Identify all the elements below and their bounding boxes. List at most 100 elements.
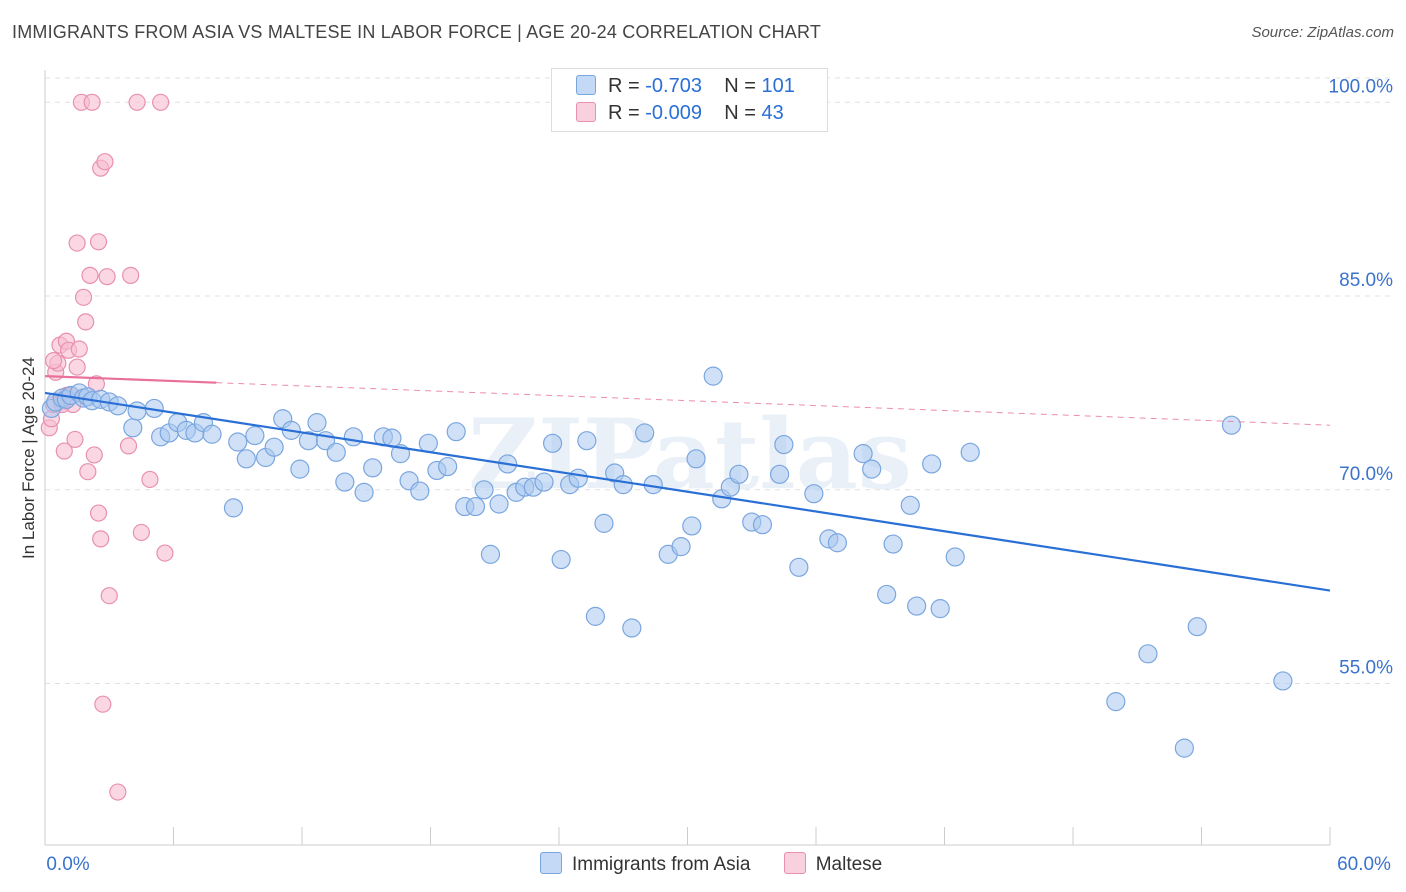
correlation-legend: R = -0.703 N = 101 R = -0.009 N = 43: [551, 68, 828, 132]
asia-point: [326, 442, 346, 462]
asia-point: [945, 547, 965, 567]
chart-title: IMMIGRANTS FROM ASIA VS MALTESE IN LABOR…: [12, 22, 822, 42]
maltese-point: [128, 93, 146, 111]
maltese-point: [109, 783, 127, 801]
legend-n-label: N =: [724, 75, 756, 97]
asia-point: [534, 472, 554, 492]
asia-point: [245, 425, 265, 446]
asia-point: [335, 472, 355, 492]
legend-row-maltese: R = -0.009 N = 43: [576, 102, 784, 126]
maltese-point: [132, 523, 150, 542]
maltese-point: [156, 544, 174, 562]
source-attribution: Source: ZipAtlas.com: [1251, 24, 1394, 41]
asia-point: [907, 596, 927, 616]
asia-points: [41, 366, 1293, 758]
maltese-point: [68, 358, 86, 376]
maltese-point: [70, 340, 88, 358]
asia-point: [804, 484, 824, 504]
asia-point: [960, 442, 980, 462]
asia-point: [729, 464, 749, 484]
legend-n-value-maltese: 43: [761, 102, 784, 124]
legend-label-maltese: Maltese: [815, 854, 883, 875]
maltese-point: [94, 695, 112, 713]
asia-point: [446, 422, 466, 442]
asia-point: [236, 449, 256, 469]
maltese-point: [55, 442, 73, 460]
asia-point: [1187, 617, 1207, 637]
maltese-point: [81, 266, 99, 284]
legend-r-value-maltese: -0.009: [645, 102, 702, 124]
maltese-point: [152, 93, 170, 111]
asia-point: [551, 549, 571, 570]
legend-n-value-asia: 101: [761, 75, 795, 97]
maltese-point: [77, 313, 95, 331]
asia-point: [223, 498, 244, 518]
asia-point: [228, 432, 248, 452]
asia-point: [900, 495, 920, 515]
asia-point: [489, 494, 509, 514]
asia-point: [613, 475, 633, 495]
asia-point: [862, 459, 882, 479]
y-axis-label: In Labor Force | Age 20-24: [19, 357, 38, 559]
asia-point: [752, 515, 773, 535]
asia-point: [1174, 738, 1194, 758]
y-tick-labels: 55.0% 70.0% 85.0% 100.0%: [1329, 76, 1394, 678]
maltese-point: [89, 233, 108, 251]
legend-swatch-asia: [540, 852, 562, 874]
legend-item-maltese[interactable]: Maltese: [783, 852, 883, 876]
y-tick-label: 55.0%: [1339, 658, 1393, 679]
maltese-point: [83, 93, 101, 111]
asia-point: [703, 366, 723, 386]
maltese-point: [98, 268, 116, 286]
legend-r-value-asia: -0.703: [645, 75, 702, 97]
axes: [44, 70, 1331, 846]
asia-point: [789, 557, 809, 577]
asia-point: [202, 424, 222, 444]
asia-point: [568, 468, 588, 488]
asia-point: [853, 444, 873, 464]
asia-point: [686, 449, 706, 469]
maltese-trend-line-dashed: [216, 382, 1331, 426]
legend-swatch-maltese: [783, 852, 806, 874]
asia-point: [480, 544, 501, 564]
asia-point: [930, 599, 950, 619]
asia-point: [769, 464, 790, 484]
legend-r-label: R =: [608, 75, 640, 97]
y-tick-label: 100.0%: [1329, 76, 1394, 97]
maltese-point: [100, 587, 118, 605]
asia-point: [922, 454, 942, 474]
asia-point: [594, 513, 614, 533]
asia-point: [622, 618, 642, 638]
asia-point: [363, 458, 383, 478]
maltese-point: [44, 352, 63, 370]
asia-point: [343, 427, 363, 447]
asia-point: [585, 606, 606, 626]
asia-point: [1273, 671, 1293, 691]
maltese-point: [85, 446, 103, 464]
asia-point: [307, 413, 327, 433]
asia-point: [671, 537, 691, 557]
asia-point: [577, 431, 597, 451]
maltese-point: [122, 266, 140, 284]
asia-point: [1138, 644, 1158, 664]
asia-point: [438, 456, 458, 477]
legend-n-label: N =: [724, 102, 756, 124]
asia-point: [682, 516, 702, 536]
asia-trend-line: [44, 391, 1331, 592]
maltese-point: [66, 430, 84, 449]
asia-point: [465, 496, 486, 517]
asia-point: [774, 434, 794, 455]
legend-item-asia[interactable]: Immigrants from Asia: [540, 852, 750, 876]
series-legend: Immigrants from Asia Maltese: [540, 852, 910, 876]
maltese-point: [141, 470, 159, 489]
maltese-point: [74, 288, 93, 306]
asia-point: [123, 418, 143, 438]
asia-point: [354, 482, 374, 502]
y-tick-label: 85.0%: [1339, 270, 1393, 291]
maltese-point: [79, 463, 97, 481]
asia-point: [127, 401, 147, 421]
asia-point: [264, 437, 284, 457]
maltese-trend-line-solid: [44, 375, 217, 384]
x-tick-label-max: 60.0%: [1337, 854, 1391, 875]
